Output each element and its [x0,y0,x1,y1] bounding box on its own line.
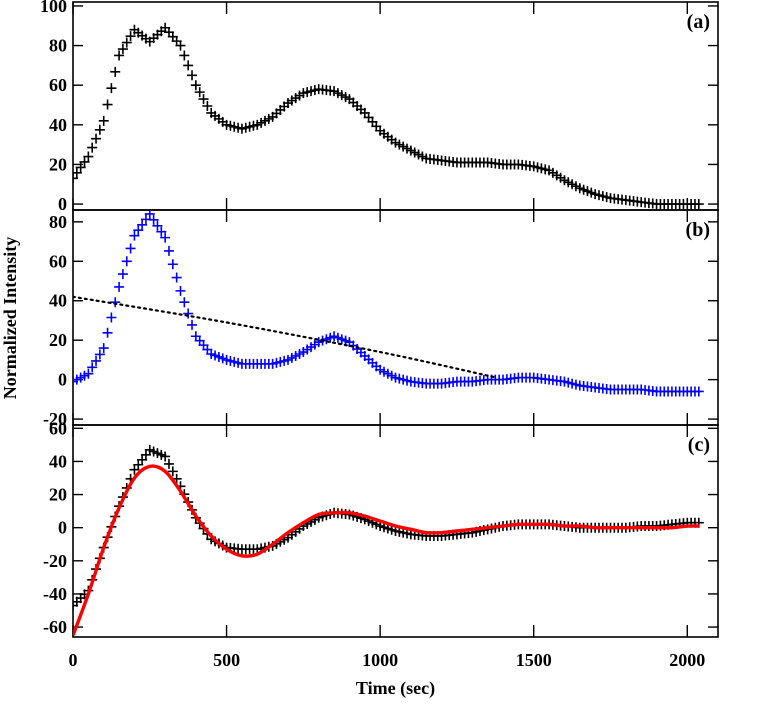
data-point-marker [87,142,98,153]
y-tick-label: 0 [58,518,67,538]
fit-curve [73,464,700,636]
data-point-marker [83,368,94,379]
series-group [73,210,704,397]
y-tick-label: -40 [43,584,67,604]
data-point-marker [117,269,128,280]
data-point-marker [106,83,117,94]
data-point-marker [167,466,178,477]
y-tick-label: 80 [49,212,67,232]
y-tick-label: 20 [49,485,67,505]
panel-2: -20 0 20 40 60 80 (b) [43,209,719,429]
panel-label: (b) [686,219,710,241]
data-point-marker [194,87,205,98]
y-tick-label: 0 [58,370,67,390]
data-point-marker [148,214,159,225]
y-tick-label: 40 [49,291,67,311]
trend-line [73,295,498,379]
data-point-marker [693,199,704,210]
panel-label: (c) [688,434,710,456]
data-point-marker [114,50,125,61]
data-point-marker [117,44,128,55]
panel-frame [72,424,719,638]
y-tick-label: 40 [49,451,67,471]
y-tick-label: 0 [58,194,67,214]
data-point-marker [83,151,94,162]
data-point-marker [190,80,201,91]
x-tick-label: 1500 [516,650,552,670]
x-tick-label: 1000 [362,650,398,670]
x-axis-title: Time (sec) [356,678,435,699]
panel-label: (a) [687,11,710,33]
data-point-marker [167,259,178,270]
y-axis-title: Normalized Intensity [0,237,20,399]
data-point-marker [133,225,144,236]
panel-3: -60 -40 -20 0 20 40 60 (c) 0 500 1000 1500 2000 [43,418,719,670]
data-point-marker [79,156,90,167]
x-tick-label: 0 [69,650,78,670]
data-point-marker [171,272,182,283]
data-point-marker [94,124,105,135]
data-point-marker [91,133,102,144]
data-point-marker [121,256,132,267]
data-point-marker [183,60,194,71]
data-point-marker [152,220,163,231]
data-point-marker [179,50,190,61]
data-point-marker [98,115,109,126]
y-tick-label: -20 [43,551,67,571]
data-point-marker [198,94,209,105]
data-point-marker [114,281,125,292]
x-tick-label: 2000 [669,650,705,670]
y-tick-label: 20 [49,154,67,174]
panel-1: 0 20 40 60 80 100 (a) [40,0,719,214]
data-point-marker [693,386,704,397]
series-group [73,444,704,636]
y-tick-label: -60 [43,617,67,637]
data-point-marker [160,232,171,243]
data-point-marker [187,319,198,330]
y-tick-label: -20 [43,409,67,429]
data-point-marker [91,355,102,366]
data-point-marker [156,226,167,237]
data-point-marker [144,210,155,219]
data-point-marker [87,362,98,373]
data-point-marker [183,308,194,319]
data-point-marker [175,285,186,296]
y-tick-label: 60 [49,418,67,438]
data-point-marker [175,40,186,51]
data-point-marker [110,66,121,77]
data-point-marker [75,162,86,173]
y-tick-label: 80 [49,36,67,56]
data-point-marker [121,37,132,48]
data-point-marker [106,312,117,323]
data-point-marker [179,297,190,308]
y-tick-label: 40 [49,115,67,135]
data-point-marker [102,99,113,110]
data-point-marker [73,173,78,184]
data-point-marker [202,101,213,111]
x-tick-label: 500 [213,650,240,670]
data-point-marker [94,349,105,360]
data-point-marker [98,343,109,354]
data-point-marker [163,458,174,469]
data-point-marker [160,451,171,462]
y-tick-label: 60 [49,75,67,95]
data-point-marker [187,70,198,81]
data-point-marker [125,31,136,42]
panels: 0 20 40 60 80 100 (a) -20 0 20 40 60 80 (b) -60 -40 -20 0… [40,0,719,670]
y-tick-label: 60 [49,251,67,271]
data-point-marker [125,243,136,254]
series-group [73,22,704,210]
data-point-marker [102,327,113,338]
data-point-marker [73,167,82,178]
data-point-marker [137,219,148,230]
data-point-marker [163,245,174,256]
data-point-marker [129,230,140,241]
y-tick-label: 20 [49,330,67,350]
y-tick-label: 100 [40,0,67,16]
data-point-marker [110,297,121,308]
